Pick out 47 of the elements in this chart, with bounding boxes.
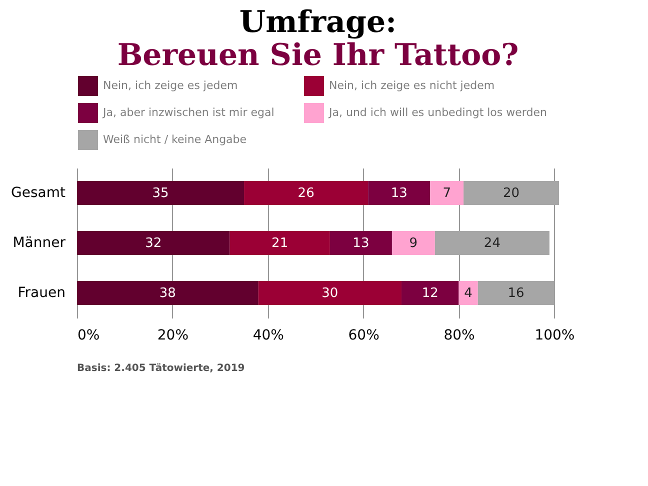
- bar: [77, 231, 230, 255]
- legend-label: Nein, ich zeige es jedem: [103, 79, 238, 92]
- x-tick-label: 20%: [157, 328, 189, 344]
- data-label: 38: [159, 286, 176, 301]
- bar: [434, 231, 550, 255]
- data-label: 13: [390, 186, 408, 201]
- chart-title: Umfrage:: [239, 5, 397, 40]
- chart-subtitle: Bereuen Sie Ihr Tattoo?: [117, 38, 519, 73]
- bar: [478, 281, 554, 305]
- bar: [244, 181, 368, 205]
- bar: [392, 231, 435, 255]
- data-label: 16: [508, 286, 524, 301]
- data-label: 26: [298, 186, 314, 201]
- x-tick-label: 0%: [78, 328, 100, 344]
- bar: [258, 281, 402, 305]
- y-tick-label: Frauen: [18, 285, 66, 301]
- data-label: 21: [272, 236, 288, 251]
- data-label: 30: [322, 286, 338, 301]
- bar: [464, 181, 559, 205]
- data-label: 7: [442, 186, 451, 201]
- data-label: 32: [145, 236, 162, 251]
- legend-label: Ja, aber inzwischen ist mir egal: [102, 106, 274, 119]
- x-tick-label: 80%: [444, 328, 475, 344]
- legend-label: Nein, ich zeige es nicht jedem: [329, 79, 495, 92]
- data-label: 13: [352, 236, 370, 251]
- data-label: 20: [503, 186, 520, 201]
- data-label: 24: [484, 236, 500, 251]
- bar: [330, 231, 392, 255]
- data-label: 12: [422, 286, 438, 301]
- bar: [230, 231, 330, 255]
- data-label: 9: [409, 236, 418, 251]
- bar: [368, 181, 430, 205]
- data-label: 4: [464, 286, 472, 301]
- legend-label: Weiß nicht / keine Angabe: [103, 133, 247, 146]
- x-tick-label: 60%: [348, 328, 380, 344]
- bar: [402, 281, 459, 305]
- x-tick-label: 40%: [252, 328, 284, 344]
- bar: [77, 281, 258, 305]
- text: Basis: 2.405 Tätowierte, 2019: [77, 363, 245, 374]
- bar: [77, 181, 244, 205]
- data-label: 35: [152, 186, 169, 201]
- bar: [430, 181, 464, 205]
- legend-label: Ja, und ich will es unbedingt los werden: [328, 106, 547, 119]
- x-tick-label: 100%: [534, 328, 575, 344]
- y-tick-label: Männer: [12, 235, 66, 251]
- y-tick-label: Gesamt: [11, 185, 66, 201]
- bar: [458, 281, 478, 305]
